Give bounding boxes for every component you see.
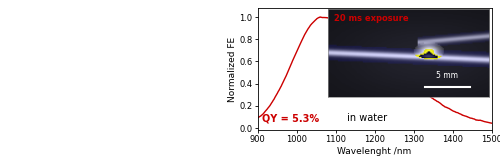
Y-axis label: Normalized FE: Normalized FE [228,37,236,102]
Text: in water: in water [344,113,387,123]
Text: QY = 5.3%: QY = 5.3% [262,113,320,123]
X-axis label: Wavelenght /nm: Wavelenght /nm [338,147,411,156]
